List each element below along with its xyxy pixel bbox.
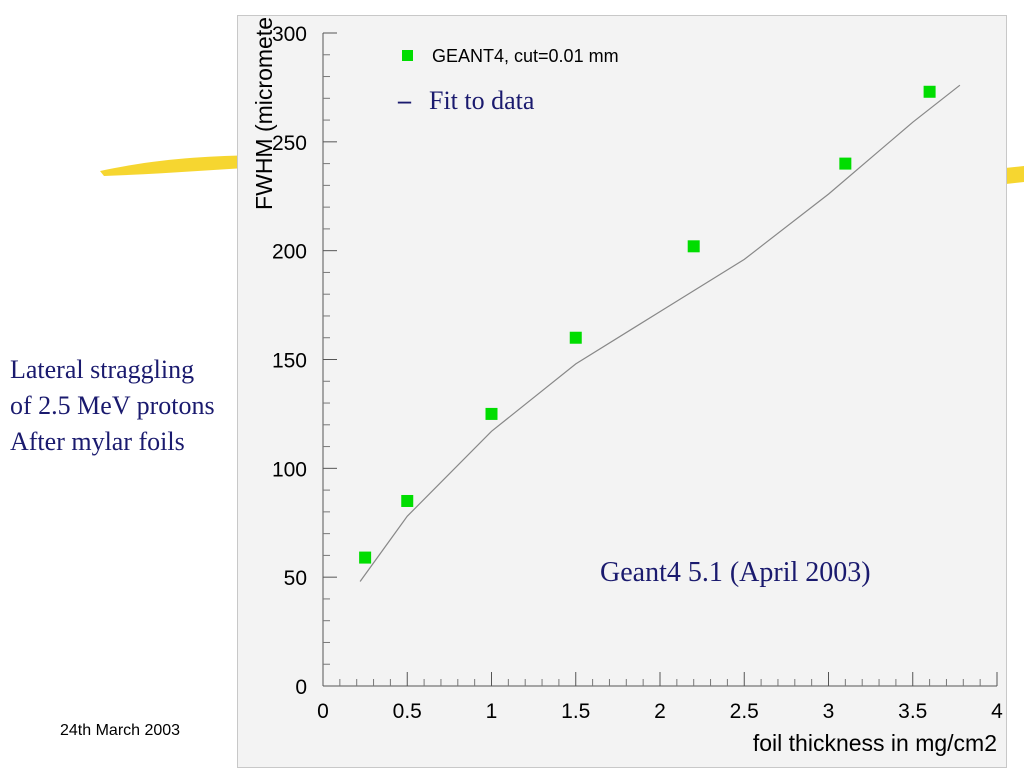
data-point-marker bbox=[485, 407, 498, 420]
data-point-marker bbox=[687, 240, 700, 253]
data-point-marker bbox=[401, 494, 414, 507]
fit-legend: – Fit to data bbox=[398, 86, 534, 116]
x-tick-label: 1.5 bbox=[561, 700, 590, 723]
fit-legend-dash: – bbox=[398, 86, 411, 115]
caption-line-2: of 2.5 MeV protons bbox=[10, 391, 215, 420]
x-tick-label: 3.5 bbox=[898, 700, 927, 723]
x-axis-title: foil thickness in mg/cm2 bbox=[753, 730, 997, 756]
x-tick-label: 0 bbox=[317, 700, 329, 723]
data-point-marker bbox=[359, 551, 372, 564]
x-tick-label: 0.5 bbox=[393, 700, 422, 723]
x-tick-label: 3 bbox=[823, 700, 835, 723]
y-tick-label: 50 bbox=[284, 567, 307, 590]
x-tick-label: 4 bbox=[991, 700, 1003, 723]
x-tick-label: 1 bbox=[486, 700, 498, 723]
x-tick-label: 2 bbox=[654, 700, 666, 723]
y-tick-label: 250 bbox=[272, 132, 307, 155]
y-axis-title: FWHM (micromete bbox=[251, 17, 277, 210]
plot-frame: 0 50 100 150 200 250 300 0 0.5 1 1.5 2 2.5 3 3.5 4 foil … bbox=[237, 15, 1007, 768]
chart-canvas: 0 50 100 150 200 250 300 0 0.5 1 1.5 2 2.5 3 3.5 4 foil … bbox=[251, 17, 1003, 756]
fit-curve bbox=[359, 84, 961, 582]
y-tick-label: 200 bbox=[272, 241, 307, 264]
y-tick-label: 300 bbox=[272, 23, 307, 46]
highlighter-stroke-right bbox=[1005, 166, 1024, 184]
data-point-marker bbox=[839, 157, 852, 170]
fit-legend-label: Fit to data bbox=[429, 86, 535, 115]
y-tick-label: 0 bbox=[295, 676, 307, 699]
caption-line-3: After mylar foils bbox=[10, 427, 185, 456]
data-point-marker bbox=[923, 85, 936, 98]
version-note: Geant4 5.1 (April 2003) bbox=[600, 557, 871, 588]
legend-label: GEANT4, cut=0.01 mm bbox=[432, 46, 619, 66]
slide-caption: Lateral straggling of 2.5 MeV protons Af… bbox=[10, 352, 215, 460]
data-point-marker bbox=[569, 331, 582, 344]
legend-marker bbox=[402, 50, 413, 61]
y-tick-label: 100 bbox=[272, 458, 307, 481]
y-tick-label: 150 bbox=[272, 350, 307, 373]
caption-line-1: Lateral straggling bbox=[10, 355, 195, 384]
highlighter-stroke-left bbox=[100, 155, 262, 176]
footer-date: 24th March 2003 bbox=[60, 722, 181, 739]
x-tick-label: 2.5 bbox=[730, 700, 759, 723]
